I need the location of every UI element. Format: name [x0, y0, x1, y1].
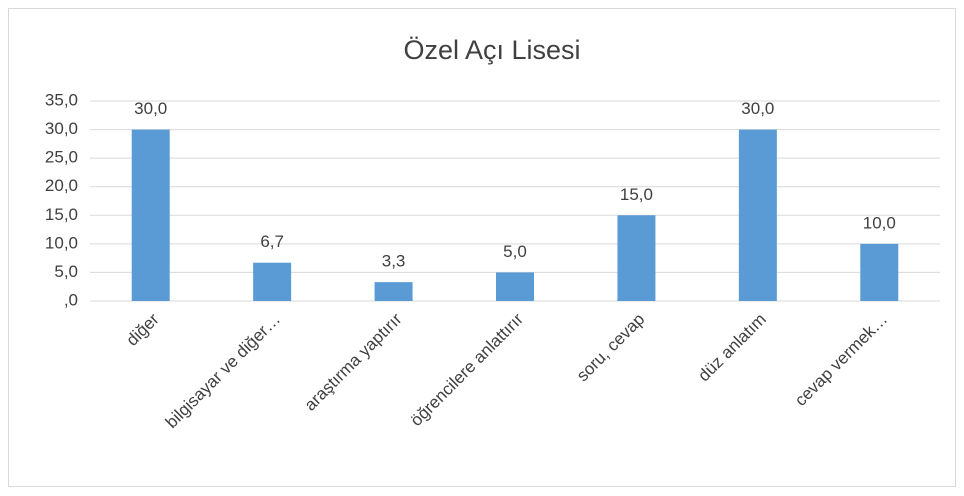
- y-tick-label: 35,0: [45, 90, 78, 109]
- data-label: 3,3: [382, 252, 406, 271]
- data-label: 6,7: [260, 232, 284, 251]
- data-label: 10,0: [863, 213, 896, 232]
- y-tick-label: 25,0: [45, 148, 78, 167]
- bar: [496, 272, 534, 301]
- y-tick-label: 10,0: [45, 233, 78, 252]
- data-label: 30,0: [741, 99, 774, 118]
- data-label: 30,0: [134, 99, 167, 118]
- data-label: 5,0: [503, 242, 527, 261]
- y-tick-label: 30,0: [45, 119, 78, 138]
- bar: [617, 215, 656, 301]
- bar: [131, 129, 170, 301]
- y-tick-label: 20,0: [45, 176, 78, 195]
- bar: [860, 243, 899, 301]
- y-tick-label: 5,0: [54, 262, 78, 281]
- y-tick-label: ,0: [64, 290, 78, 309]
- chart-title: Özel Açı Lisesi: [403, 35, 580, 65]
- data-label: 15,0: [620, 185, 653, 204]
- bar: [253, 262, 292, 301]
- bar: [738, 129, 777, 301]
- y-tick-label: 15,0: [45, 205, 78, 224]
- bar: [374, 282, 413, 301]
